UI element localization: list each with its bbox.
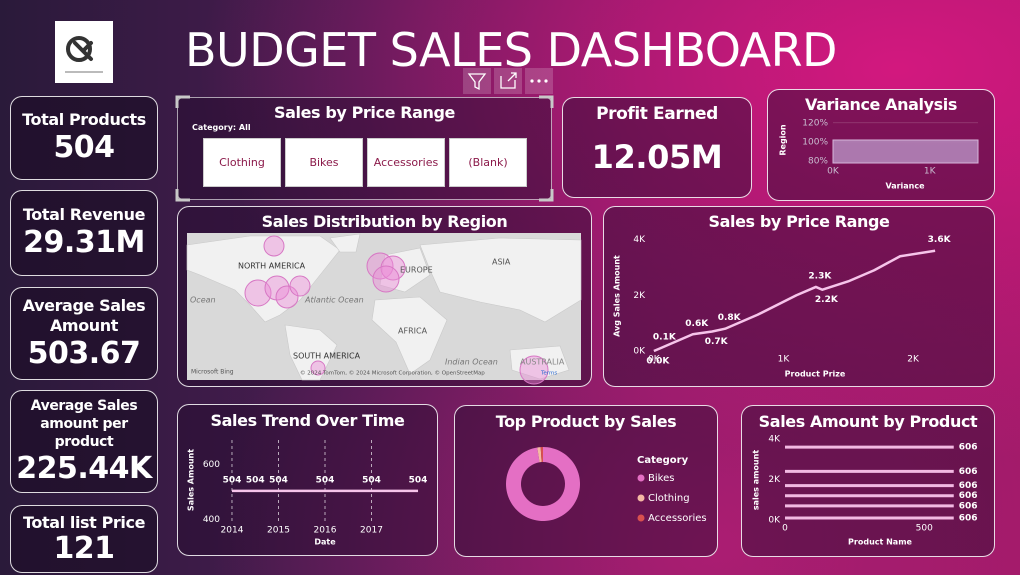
logo-icon [65,36,103,73]
logo [55,21,113,83]
slicer-option[interactable]: Clothing [203,138,281,187]
chart-title: Sales Amount by Product [758,412,978,431]
map-card: Sales Distribution by Region [177,206,592,387]
kpi-value: 504 [53,130,115,165]
slicer-option[interactable]: Bikes [285,138,363,187]
kpi-card: Average Sales amount per product 225.44K [10,390,158,493]
chart-title: Top Product by Sales [495,412,677,431]
kpi-label: Total Revenue [22,205,146,224]
kpi-value: 121 [53,531,115,566]
slicer-option[interactable]: Accessories [367,138,445,187]
kpi-value: 29.31M [23,225,145,260]
chart-title: Sales Trend Over Time [210,411,405,430]
slicer-title: Sales by Price Range [273,103,456,122]
kpi-value: 12.05M [591,138,723,176]
kpi-label: Total Products [22,110,146,129]
chart-card: Sales Amount by Product [741,405,995,557]
kpi-label: Profit Earned [596,104,718,124]
dashboard-title: BUDGET SALES DASHBOARD [185,23,837,77]
kpi-label: Average Sales Amount [22,295,146,335]
kpi-value: 225.44K [16,450,152,486]
map-title: Sales Distribution by Region [261,212,508,231]
kpi-label: Average Sales amount per product [30,397,138,450]
kpi-card: Total list Price 121 [10,505,158,573]
slicer-option[interactable]: (Blank) [449,138,527,187]
chart-card: Sales Trend Over Time [177,404,438,556]
kpi-value: 503.67 [27,335,141,371]
chart-card: Top Product by Sales [454,405,718,557]
chart-card: Sales by Price Range [603,206,995,387]
chart-title: Variance Analysis [805,95,957,114]
kpi-card: Average Sales Amount 503.67 [10,287,158,380]
slicer-card: Sales by Price Range Category: All Cloth… [177,97,552,200]
kpi-label: Total list Price [22,513,146,532]
chart-card: Variance Analysis [767,89,995,201]
chart-title: Sales by Price Range [708,212,890,231]
slicer-filter: Category: All [192,123,251,132]
kpi-card: Profit Earned 12.05M [562,97,752,198]
kpi-card: Total Products 504 [10,96,158,180]
more-icon [530,79,548,83]
kpi-card: Total Revenue 29.31M [10,190,158,276]
